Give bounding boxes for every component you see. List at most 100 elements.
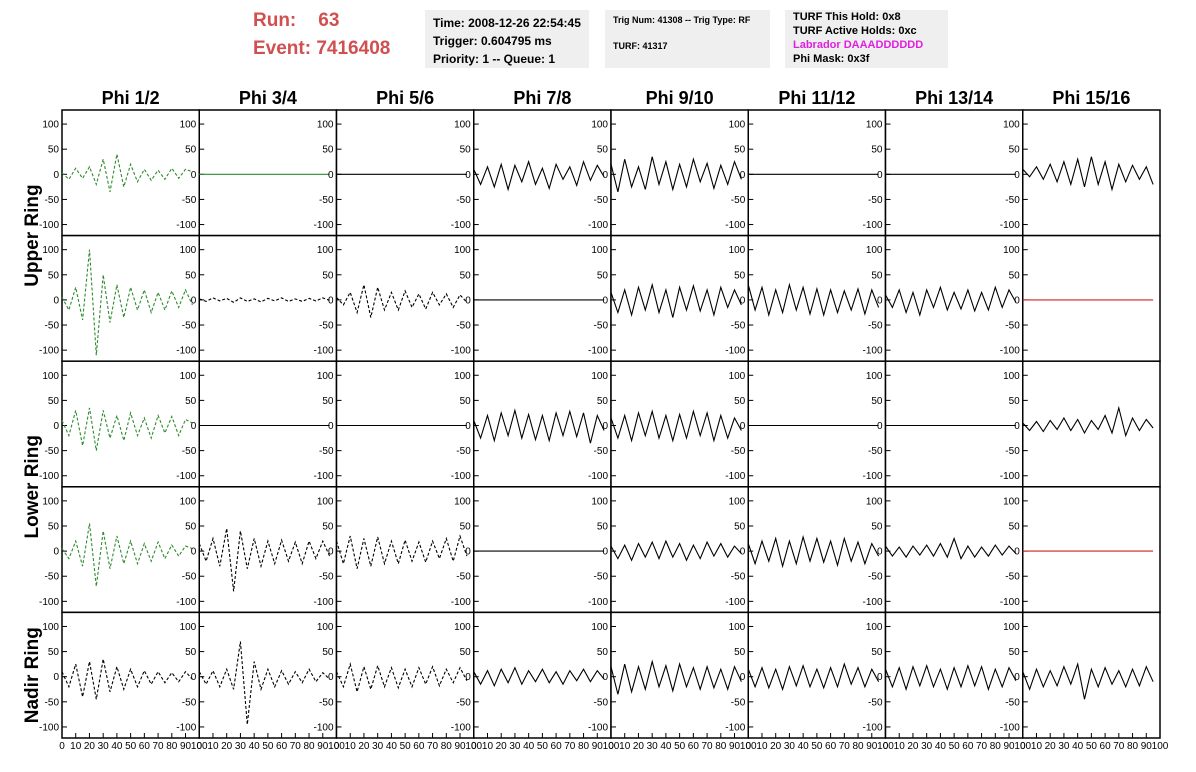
x-tick-label: 70 bbox=[564, 741, 576, 752]
x-tick-label: 100 bbox=[191, 741, 208, 752]
y-tick-label: -100 bbox=[313, 722, 333, 733]
panel bbox=[884, 109, 1024, 237]
y-tick-label: 100 bbox=[317, 245, 334, 256]
x-tick-label: 70 bbox=[153, 741, 165, 752]
y-tick-label: 100 bbox=[1003, 245, 1020, 256]
x-tick-label: 60 bbox=[825, 741, 837, 752]
y-tick-label: 100 bbox=[317, 371, 334, 382]
x-tick-label: 40 bbox=[798, 741, 810, 752]
panel bbox=[61, 109, 200, 237]
y-tick-label: -100 bbox=[862, 597, 882, 608]
y-tick-label: -100 bbox=[176, 220, 196, 231]
panel bbox=[335, 360, 475, 488]
y-tick-label: 50 bbox=[322, 521, 334, 532]
y-tick-label: 100 bbox=[1003, 120, 1020, 131]
y-tick-label: 100 bbox=[591, 496, 608, 507]
column-title: Phi 15/16 bbox=[1052, 88, 1130, 108]
y-tick-label: -100 bbox=[39, 220, 59, 231]
y-tick-label: 0 bbox=[53, 295, 59, 306]
y-tick-label: -50 bbox=[456, 697, 471, 708]
x-tick-label: 50 bbox=[811, 741, 823, 752]
event-label: Event: bbox=[253, 38, 312, 59]
x-tick-label: 80 bbox=[852, 741, 864, 752]
event-value: 7416408 bbox=[316, 38, 391, 59]
y-tick-label: -100 bbox=[313, 346, 333, 357]
y-tick-label: 50 bbox=[871, 521, 883, 532]
panel bbox=[473, 486, 612, 614]
y-tick-label: -50 bbox=[319, 572, 334, 583]
x-tick-label: 0 bbox=[883, 741, 889, 752]
x-tick-label: 60 bbox=[276, 741, 288, 752]
y-tick-label: 100 bbox=[729, 496, 746, 507]
y-tick-label: 50 bbox=[460, 145, 472, 156]
y-tick-label: -50 bbox=[1005, 195, 1020, 206]
y-tick-label: 100 bbox=[591, 371, 608, 382]
panel bbox=[747, 234, 887, 362]
waveform bbox=[1022, 405, 1154, 438]
y-tick-label: -50 bbox=[594, 572, 609, 583]
y-tick-label: 0 bbox=[328, 672, 334, 683]
y-tick-label: -100 bbox=[451, 346, 471, 357]
y-tick-label: -100 bbox=[39, 722, 59, 733]
y-tick-label: -100 bbox=[176, 722, 196, 733]
y-tick-label: -50 bbox=[868, 572, 883, 583]
y-tick-label: -50 bbox=[182, 572, 197, 583]
y-tick-label: 50 bbox=[185, 145, 197, 156]
y-tick-label: 0 bbox=[602, 170, 608, 181]
x-tick-label: 70 bbox=[839, 741, 851, 752]
y-tick-label: 50 bbox=[1009, 647, 1021, 658]
y-tick-label: -50 bbox=[868, 321, 883, 332]
y-tick-label: 100 bbox=[1003, 622, 1020, 633]
y-tick-label: 0 bbox=[328, 547, 334, 558]
y-tick-label: 100 bbox=[729, 245, 746, 256]
y-tick-label: 100 bbox=[729, 622, 746, 633]
y-tick-label: -100 bbox=[862, 722, 882, 733]
y-tick-label: -100 bbox=[39, 597, 59, 608]
panel bbox=[61, 360, 200, 488]
panel bbox=[473, 611, 612, 739]
panel bbox=[198, 360, 338, 488]
y-tick-label: 0 bbox=[740, 672, 746, 683]
waveform bbox=[885, 536, 1017, 560]
y-tick-label: 0 bbox=[191, 547, 197, 558]
x-tick-label: 30 bbox=[784, 741, 796, 752]
y-tick-label: 50 bbox=[460, 396, 472, 407]
y-tick-label: 100 bbox=[317, 622, 334, 633]
y-tick-label: -50 bbox=[319, 697, 334, 708]
y-tick-label: 0 bbox=[1014, 672, 1020, 683]
x-tick-label: 20 bbox=[1045, 741, 1057, 752]
y-tick-label: 50 bbox=[734, 647, 746, 658]
x-tick-label: 10 bbox=[894, 741, 906, 752]
y-tick-label: -50 bbox=[182, 697, 197, 708]
y-tick-label: 100 bbox=[42, 371, 59, 382]
turf-box: TURF This Hold: 0x8 TURF Active Holds: 0… bbox=[785, 10, 948, 68]
y-tick-label: 50 bbox=[185, 396, 197, 407]
y-tick-label: 100 bbox=[866, 496, 883, 507]
y-tick-label: 50 bbox=[322, 270, 334, 281]
y-tick-label: 100 bbox=[180, 496, 197, 507]
y-tick-label: 0 bbox=[602, 672, 608, 683]
y-tick-label: 50 bbox=[1009, 145, 1021, 156]
y-tick-label: 50 bbox=[322, 396, 334, 407]
y-tick-label: 50 bbox=[185, 270, 197, 281]
info-line: Time: 2008-12-26 22:54:45 bbox=[433, 16, 581, 30]
time-box: Time: 2008-12-26 22:54:45 Trigger: 0.604… bbox=[425, 10, 589, 68]
waveform bbox=[335, 534, 468, 569]
info-line: TURF This Hold: 0x8 bbox=[793, 11, 901, 23]
y-tick-label: 100 bbox=[866, 371, 883, 382]
y-tick-label: -100 bbox=[588, 722, 608, 733]
waveform bbox=[61, 523, 193, 587]
y-tick-label: 50 bbox=[597, 270, 609, 281]
waveform bbox=[1022, 661, 1154, 700]
y-tick-label: 0 bbox=[1014, 547, 1020, 558]
info-line: Labrador DAAADDDDDD bbox=[793, 39, 924, 51]
waveform bbox=[199, 297, 330, 304]
y-tick-label: 50 bbox=[1009, 521, 1021, 532]
y-tick-label: -50 bbox=[868, 446, 883, 457]
x-tick-label: 100 bbox=[465, 741, 482, 752]
y-tick-label: -50 bbox=[45, 697, 60, 708]
column-title: Phi 7/8 bbox=[513, 88, 571, 108]
y-tick-label: 100 bbox=[180, 120, 197, 131]
y-tick-label: 0 bbox=[328, 170, 334, 181]
waveform bbox=[747, 662, 880, 692]
